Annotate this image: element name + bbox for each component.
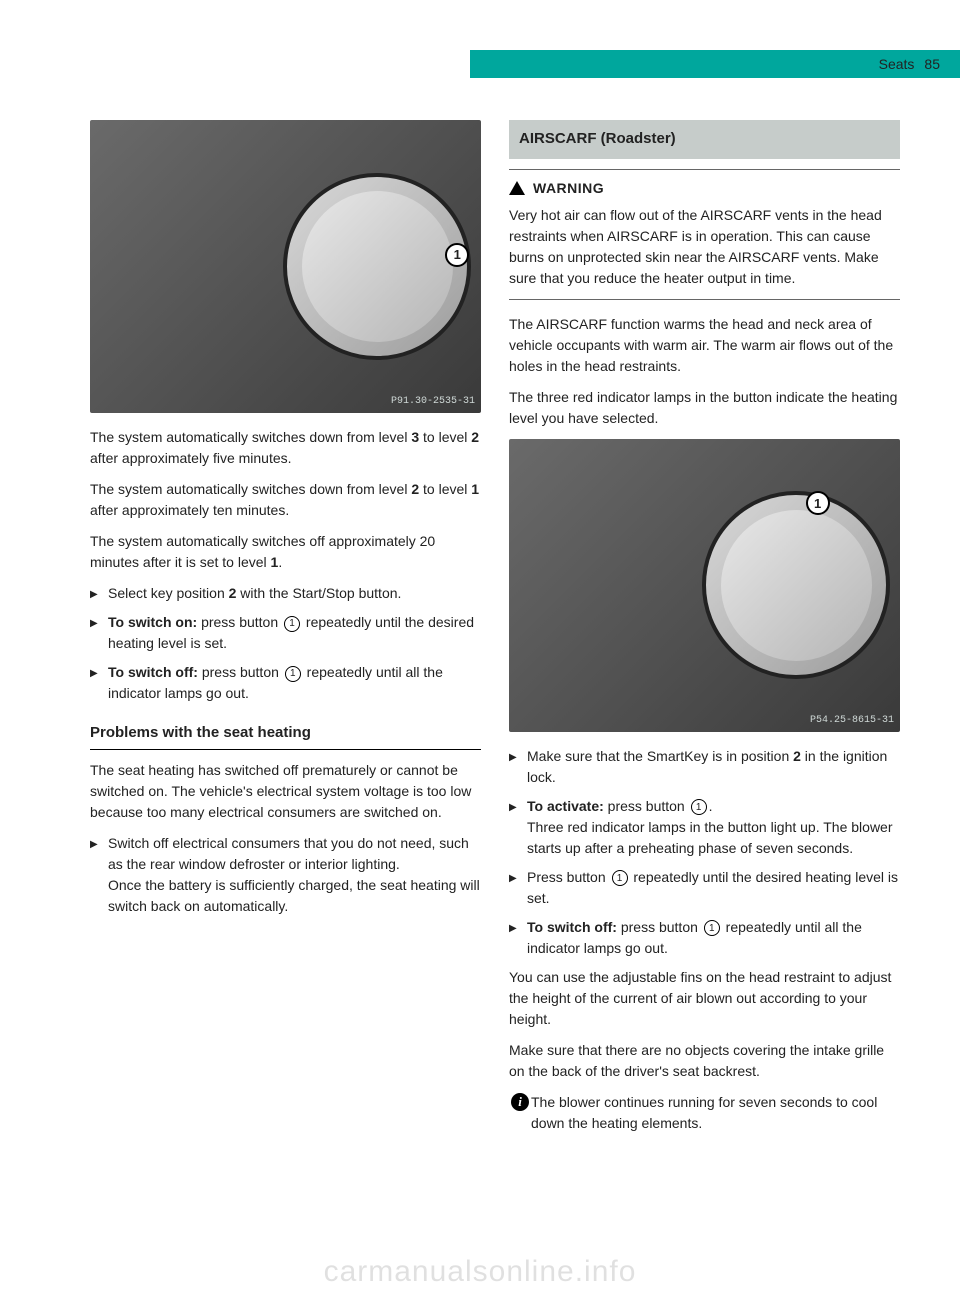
manual-page: Seats 85 Seats, steering wheel and mirro… <box>0 0 960 1302</box>
info-icon: i <box>509 1092 531 1112</box>
step-marker-icon <box>90 583 108 604</box>
instruction-step: Make sure that the SmartKey is in positi… <box>509 746 900 788</box>
warning-body: Very hot air can flow out of the AIRSCAR… <box>509 205 900 289</box>
figure-airscarf: 1 P54.25-8615-31 <box>509 439 900 732</box>
button-symbol-icon: 1 <box>285 666 301 682</box>
figure-seat-heating: 1 P91.30-2535-31 <box>90 120 481 413</box>
right-column: AIRSCARF (Roadster) WARNING Very hot air… <box>509 120 900 1142</box>
instruction-step: To switch off: press button 1 repeatedly… <box>90 662 481 704</box>
button-symbol-icon: 1 <box>704 920 720 936</box>
figure-id: P54.25-8615-31 <box>810 713 894 728</box>
paragraph: The system automatically switches down f… <box>90 479 481 521</box>
step-marker-icon <box>509 796 527 859</box>
left-column: 1 P91.30-2535-31 The system automaticall… <box>90 120 481 1142</box>
header-bar: Seats 85 <box>470 50 960 78</box>
instruction-step: Select key position 2 with the Start/Sto… <box>90 583 481 604</box>
step-marker-icon <box>90 833 108 917</box>
paragraph: The three red indicator lamps in the but… <box>509 387 900 429</box>
figure-id: P91.30-2535-31 <box>391 394 475 409</box>
paragraph: The AIRSCARF function warms the head and… <box>509 314 900 377</box>
instruction-step: To switch off: press button 1 repeatedly… <box>509 917 900 959</box>
subheading: Problems with the seat heating <box>90 722 481 750</box>
paragraph: The system automatically switches down f… <box>90 427 481 469</box>
paragraph: Make sure that there are no objects cove… <box>509 1040 900 1082</box>
figure-callout-1: 1 <box>806 491 830 515</box>
header-title: Seats <box>879 54 915 75</box>
step-marker-icon <box>509 867 527 909</box>
button-symbol-icon: 1 <box>612 870 628 886</box>
page-number: 85 <box>924 54 940 75</box>
warning-block: WARNING Very hot air can flow out of the… <box>509 169 900 300</box>
warning-triangle-icon <box>509 181 525 195</box>
warning-header: WARNING <box>509 178 900 199</box>
step-marker-icon <box>90 612 108 654</box>
content-columns: 1 P91.30-2535-31 The system automaticall… <box>90 100 900 1142</box>
paragraph: You can use the adjustable fins on the h… <box>509 967 900 1030</box>
page-header: Seats 85 <box>90 0 900 100</box>
instruction-step: Press button 1 repeatedly until the desi… <box>509 867 900 909</box>
button-symbol-icon: 1 <box>284 616 300 632</box>
step-marker-icon <box>90 662 108 704</box>
instruction-step: To switch on: press button 1 repeatedly … <box>90 612 481 654</box>
section-heading: AIRSCARF (Roadster) <box>509 120 900 159</box>
info-note: i The blower continues running for seven… <box>509 1092 900 1134</box>
paragraph: The system automatically switches off ap… <box>90 531 481 573</box>
instruction-step: Switch off electrical consumers that you… <box>90 833 481 917</box>
paragraph: The seat heating has switched off premat… <box>90 760 481 823</box>
button-symbol-icon: 1 <box>691 799 707 815</box>
watermark: carmanualsonline.info <box>0 1249 960 1294</box>
step-marker-icon <box>509 746 527 788</box>
warning-label: WARNING <box>533 178 604 199</box>
step-marker-icon <box>509 917 527 959</box>
instruction-step: To activate: press button 1. Three red i… <box>509 796 900 859</box>
info-body: The blower continues running for seven s… <box>531 1092 900 1134</box>
